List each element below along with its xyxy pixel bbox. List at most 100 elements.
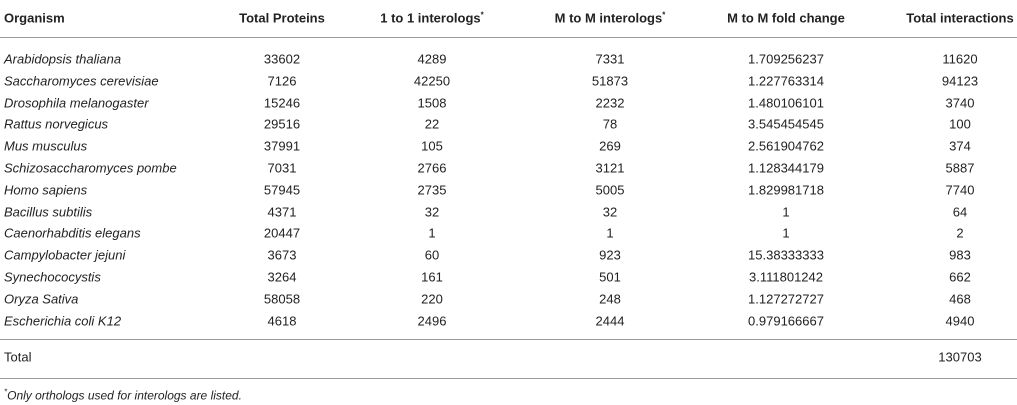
cell-value: 4940	[945, 313, 975, 329]
cell-value: 5005	[595, 182, 625, 198]
column-header: Organism	[4, 11, 65, 26]
cell-value: 33602	[263, 51, 301, 67]
cell-value: 94123	[941, 73, 979, 89]
cell-value: 20447	[263, 225, 301, 241]
cell-value: 5887	[945, 160, 975, 176]
footnote-mark: *	[4, 387, 8, 397]
cell-value: 983	[949, 247, 971, 263]
header-text: Total Proteins	[239, 10, 325, 26]
total-rule	[0, 378, 1017, 379]
cell-value: 161	[421, 269, 443, 285]
organism-name: Mus musculus	[4, 138, 88, 154]
cell-value: 7740	[945, 182, 975, 198]
organism-name: Escherichia coli K12	[4, 313, 122, 329]
organism-name: Saccharomyces cerevisiae	[4, 73, 159, 89]
body-rule	[0, 339, 1017, 340]
organism-name: Schizosaccharomyces pombe	[4, 160, 177, 176]
column-header: M to M fold change	[727, 11, 845, 26]
header-note-mark: *	[662, 10, 666, 20]
footnote-text: Only orthologs used for interologs are l…	[7, 388, 242, 403]
cell-value: 0.979166667	[748, 313, 824, 329]
column-header: M to M interologs*	[555, 10, 666, 25]
cell-value: 100	[949, 116, 971, 132]
cell-value: 1	[782, 225, 790, 241]
organism-name: Campylobacter jejuni	[4, 247, 126, 263]
cell-value: 468	[949, 291, 971, 307]
cell-value: 269	[599, 138, 621, 154]
cell-value: 7331	[595, 51, 625, 67]
cell-value: 374	[949, 138, 971, 154]
cell-value: 2444	[595, 313, 625, 329]
organism-name: Bacillus subtilis	[4, 204, 93, 220]
cell-value: 7031	[267, 160, 297, 176]
column-header: Total Proteins	[239, 11, 325, 26]
cell-value: 3673	[267, 247, 297, 263]
cell-value: 1.128344179	[748, 160, 824, 176]
cell-value: 11620	[942, 51, 978, 67]
cell-value: 29516	[263, 116, 301, 132]
cell-value: 2496	[417, 313, 447, 329]
cell-value: 248	[599, 291, 621, 307]
cell-value: 1	[782, 204, 790, 220]
cell-value: 4371	[267, 204, 297, 220]
cell-value: 22	[424, 116, 440, 132]
header-text: Organism	[4, 10, 65, 26]
cell-value: 4618	[267, 313, 297, 329]
cell-value: 1.227763314	[748, 73, 824, 89]
header-rule	[0, 37, 1017, 38]
header-text: Total interactions	[906, 10, 1014, 26]
cell-value: 2	[956, 225, 964, 241]
cell-value: 37991	[263, 138, 301, 154]
column-header: 1 to 1 interologs*	[380, 10, 484, 25]
cell-value: 2735	[417, 182, 447, 198]
cell-value: 1508	[417, 95, 447, 111]
cell-value: 501	[599, 269, 621, 285]
cell-value: 15.38333333	[748, 247, 824, 263]
header-text: 1 to 1 interologs	[380, 10, 481, 26]
cell-value: 15246	[263, 95, 301, 111]
cell-value: 32	[424, 204, 440, 220]
cell-value: 4289	[417, 51, 447, 67]
cell-value: 1	[606, 225, 614, 241]
cell-value: 1.127272727	[748, 291, 824, 307]
footnote: *Only orthologs used for interologs are …	[4, 388, 242, 403]
cell-value: 3264	[267, 269, 297, 285]
cell-value: 57945	[263, 182, 301, 198]
cell-value: 60	[424, 247, 440, 263]
cell-value: 2766	[417, 160, 447, 176]
cell-value: 64	[952, 204, 968, 220]
cell-value: 78	[602, 116, 618, 132]
total-label: Total	[4, 349, 32, 365]
cell-value: 32	[602, 204, 618, 220]
header-text: M to M interologs	[554, 10, 663, 26]
cell-value: 42250	[413, 73, 451, 89]
cell-value: 1.480106101	[748, 95, 824, 111]
cell-value: 3740	[945, 95, 975, 111]
cell-value: 1	[428, 225, 436, 241]
organism-name: Arabidopsis thaliana	[4, 51, 122, 67]
organism-name: Synechococystis	[4, 269, 101, 285]
cell-value: 3121	[595, 160, 625, 176]
cell-value: 2.561904762	[748, 138, 824, 154]
cell-value: 1.829981718	[748, 182, 824, 198]
column-header: Total interactions	[906, 11, 1013, 26]
header-note-mark: *	[480, 10, 484, 20]
organism-name: Caenorhabditis elegans	[4, 225, 141, 241]
organism-name: Rattus norvegicus	[4, 116, 109, 132]
total-value: 130703	[938, 349, 982, 365]
cell-value: 3.111801242	[749, 269, 823, 285]
cell-value: 923	[599, 247, 621, 263]
cell-value: 1.709256237	[748, 51, 824, 67]
cell-value: 7126	[267, 73, 297, 89]
organism-name: Homo sapiens	[4, 182, 88, 198]
cell-value: 220	[421, 291, 443, 307]
cell-value: 3.545454545	[748, 116, 824, 132]
cell-value: 105	[421, 138, 443, 154]
cell-value: 51873	[591, 73, 629, 89]
organism-name: Drosophila melanogaster	[4, 95, 149, 111]
organism-name: Oryza Sativa	[4, 291, 79, 307]
cell-value: 58058	[263, 291, 301, 307]
cell-value: 2232	[595, 95, 625, 111]
cell-value: 662	[949, 269, 971, 285]
